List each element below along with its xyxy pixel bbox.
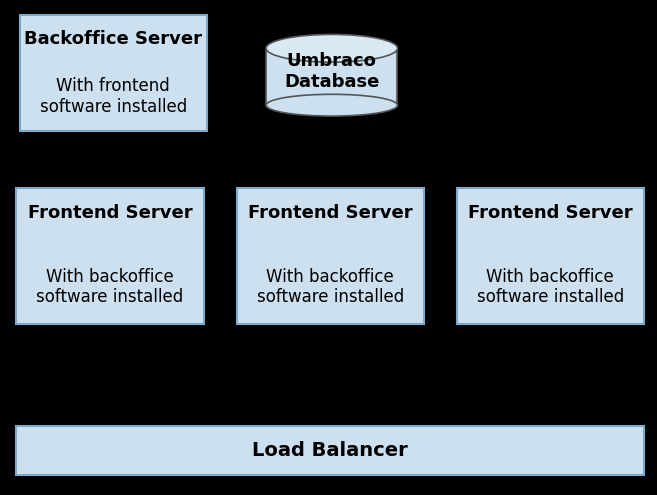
FancyBboxPatch shape — [16, 426, 644, 475]
Text: Backoffice Server: Backoffice Server — [24, 30, 202, 48]
Text: Umbraco
Database: Umbraco Database — [284, 52, 380, 91]
Text: Load Balancer: Load Balancer — [252, 441, 408, 460]
FancyBboxPatch shape — [237, 188, 424, 324]
Text: Frontend Server: Frontend Server — [28, 204, 193, 222]
Text: Frontend Server: Frontend Server — [248, 204, 413, 222]
Text: With frontend
software installed: With frontend software installed — [39, 77, 187, 116]
Text: With backoffice
software installed: With backoffice software installed — [256, 268, 404, 306]
Text: With backoffice
software installed: With backoffice software installed — [36, 268, 184, 306]
Text: Frontend Server: Frontend Server — [468, 204, 633, 222]
FancyBboxPatch shape — [457, 188, 644, 324]
FancyBboxPatch shape — [20, 15, 207, 131]
FancyBboxPatch shape — [16, 188, 204, 324]
Ellipse shape — [266, 34, 397, 62]
FancyBboxPatch shape — [266, 49, 397, 105]
Ellipse shape — [266, 94, 397, 116]
Text: With backoffice
software installed: With backoffice software installed — [476, 268, 624, 306]
